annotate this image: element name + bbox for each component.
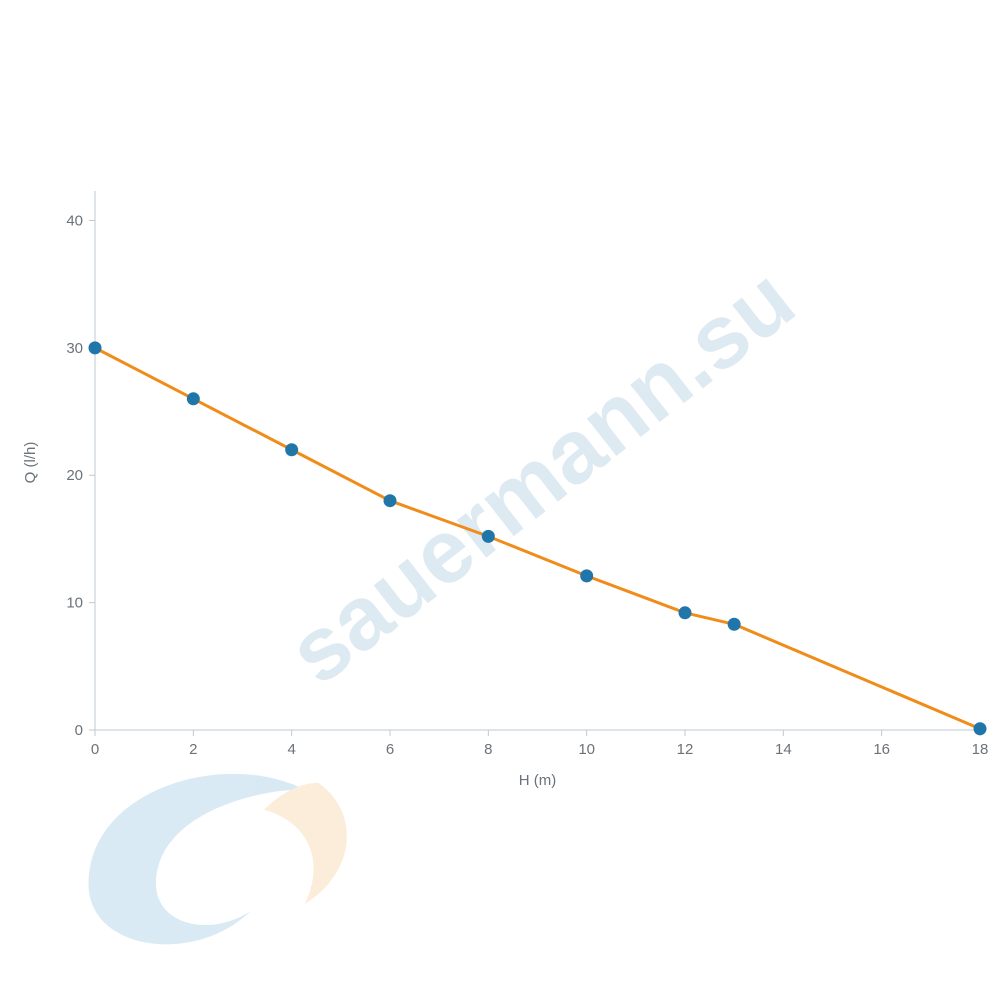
series-marker <box>482 530 495 543</box>
watermark-logo <box>89 774 347 944</box>
x-tick-label: 10 <box>578 741 595 758</box>
y-tick-label: 20 <box>66 467 83 484</box>
chart-container: sauermann.su 0 2 4 6 8 10 12 14 16 18 0 10 20 30 40 H (m… <box>0 0 1000 1000</box>
series-marker <box>679 606 692 619</box>
y-tick-label: 40 <box>66 212 83 229</box>
watermark: sauermann.su <box>89 249 813 944</box>
series-marker <box>89 341 102 354</box>
y-tick-label: 10 <box>66 595 83 612</box>
x-tick-label: 16 <box>873 741 890 758</box>
x-tick-label: 12 <box>677 741 694 758</box>
x-tick-label: 2 <box>189 741 197 758</box>
series-marker <box>187 392 200 405</box>
x-tick-label: 18 <box>972 741 989 758</box>
y-axis-title: Q (l/h) <box>22 442 39 484</box>
chart-svg: sauermann.su 0 2 4 6 8 10 12 14 16 18 0 10 20 30 40 H (m… <box>0 0 1000 1000</box>
series-marker <box>728 618 741 631</box>
x-tick-label: 8 <box>484 741 492 758</box>
x-tick-label: 14 <box>775 741 792 758</box>
series-marker <box>974 722 987 735</box>
watermark-text: sauermann.su <box>270 249 812 703</box>
watermark-logo-swirl-blue <box>89 774 305 944</box>
y-tick-label: 0 <box>75 722 83 739</box>
x-tick-label: 6 <box>386 741 394 758</box>
watermark-logo-swirl-orange <box>264 783 347 905</box>
series-marker <box>285 443 298 456</box>
y-tick-label: 30 <box>66 340 83 357</box>
series-marker <box>384 494 397 507</box>
x-tick-label: 4 <box>287 741 295 758</box>
x-tick-label: 0 <box>91 741 99 758</box>
series-marker <box>580 569 593 582</box>
x-axis-title: H (m) <box>519 772 557 789</box>
